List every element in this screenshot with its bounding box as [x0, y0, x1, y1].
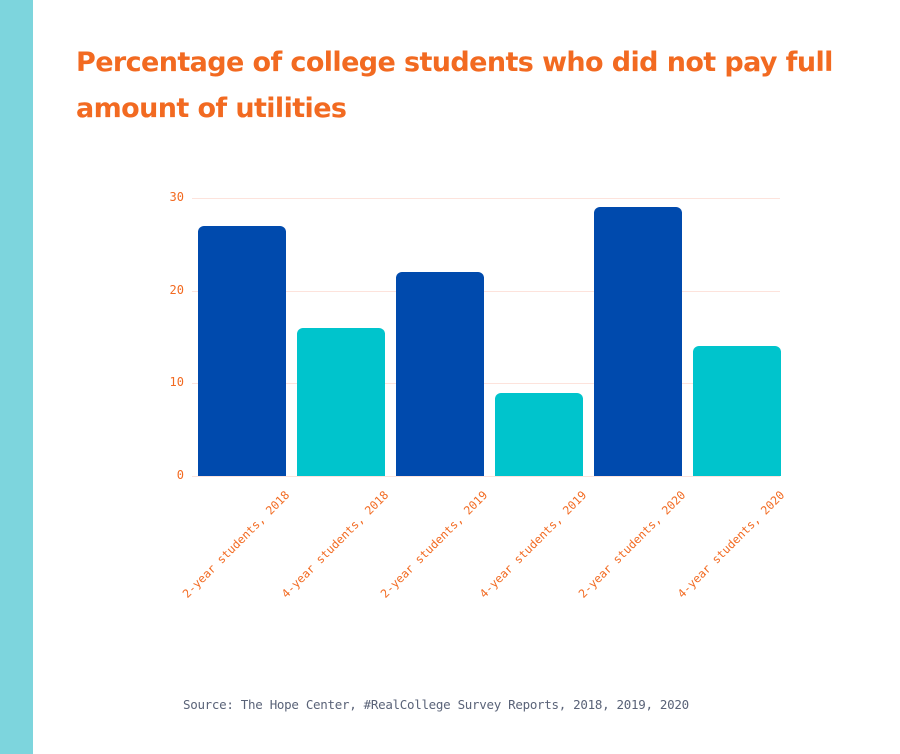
x-tick-label: 4-year students, 2020 [674, 488, 788, 601]
bar [198, 225, 286, 476]
y-tick-label: 20 [169, 282, 184, 297]
y-tick-label: 0 [176, 468, 184, 482]
bar [297, 327, 385, 476]
x-tick-label: 4-year students, 2019 [476, 488, 590, 601]
x-tick-label: 4-year students, 2018 [278, 488, 392, 601]
gridline [192, 476, 780, 477]
y-tick-label: 10 [169, 375, 184, 390]
y-tick-label: 30 [169, 190, 184, 204]
chart-title: Percentage of college students who did n… [76, 47, 833, 124]
gridline [192, 198, 780, 199]
bar [396, 272, 484, 476]
gridline [192, 383, 780, 385]
gridline [192, 290, 780, 292]
source-note: Source: The Hope Center, #RealCollege Su… [183, 697, 689, 712]
bar [693, 346, 781, 476]
x-tick-label: 2-year students, 2018 [179, 488, 293, 601]
side-accent-bar [0, 0, 33, 754]
bar [594, 207, 682, 476]
x-tick-label: 2-year students, 2020 [575, 488, 689, 601]
bar [495, 392, 583, 476]
x-tick-label: 2-year students, 2019 [377, 488, 491, 601]
